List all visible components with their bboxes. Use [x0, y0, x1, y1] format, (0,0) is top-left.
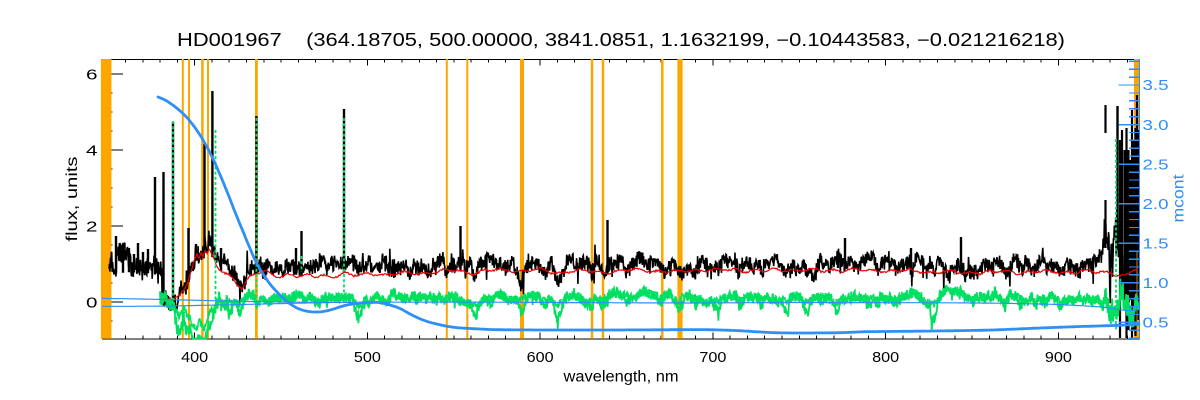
svg-text:HD001967 (364.18705, 500.00: HD001967 (364.18705, 500.00000, 3841.085… — [177, 30, 1065, 50]
svg-text:4: 4 — [86, 143, 98, 159]
svg-text:flux, units: flux, units — [64, 156, 81, 241]
svg-text:400: 400 — [181, 350, 208, 366]
svg-text:600: 600 — [527, 350, 554, 366]
svg-text:800: 800 — [872, 350, 899, 366]
svg-text:2.0: 2.0 — [1143, 197, 1169, 213]
svg-text:3.0: 3.0 — [1143, 118, 1169, 134]
svg-text:700: 700 — [699, 350, 726, 366]
svg-text:1.0: 1.0 — [1143, 276, 1169, 292]
svg-text:2: 2 — [86, 219, 98, 235]
svg-text:500: 500 — [354, 350, 381, 366]
svg-text:0.5: 0.5 — [1143, 316, 1169, 332]
svg-text:1.5: 1.5 — [1143, 236, 1169, 252]
svg-text:mcont: mcont — [1171, 174, 1188, 223]
svg-text:0: 0 — [86, 295, 98, 311]
svg-text:3.5: 3.5 — [1143, 78, 1169, 94]
svg-text:2.5: 2.5 — [1143, 157, 1169, 173]
svg-text:wavelength, nm: wavelength, nm — [562, 369, 678, 386]
svg-text:900: 900 — [1045, 350, 1072, 366]
svg-text:6: 6 — [86, 67, 98, 83]
